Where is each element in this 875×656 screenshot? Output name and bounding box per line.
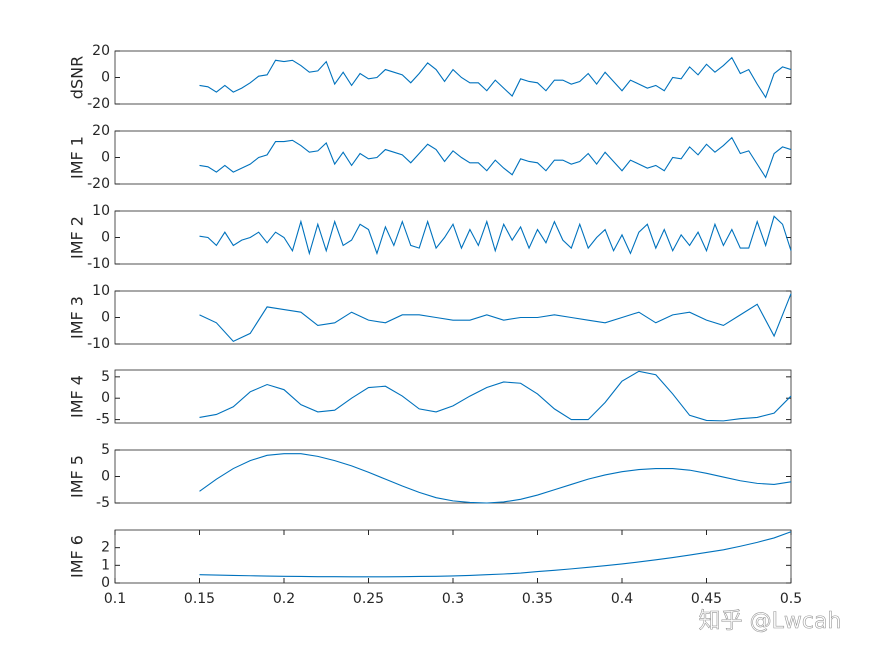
y-tick-label: 0 xyxy=(101,230,110,246)
x-tick-label: 0.25 xyxy=(353,591,384,607)
axes-box xyxy=(114,369,792,424)
y-axis-label: IMF 2 xyxy=(68,216,87,259)
y-tick-label: -20 xyxy=(87,176,110,192)
y-tick-label: 10 xyxy=(92,203,110,219)
y-tick-label: 0 xyxy=(101,70,110,86)
y-tick-label: 5 xyxy=(101,442,110,458)
y-tick-label: 0 xyxy=(101,150,110,166)
data-line xyxy=(199,136,792,179)
data-line xyxy=(199,370,792,422)
y-tick-label: -10 xyxy=(87,336,110,352)
y-tick-label: -20 xyxy=(87,96,110,112)
y-axis-label: dSNR xyxy=(68,56,87,99)
y-axis-label: IMF 3 xyxy=(68,296,87,339)
y-tick-label: 20 xyxy=(92,43,110,59)
axes-box xyxy=(114,290,792,345)
x-tick-label: 0.4 xyxy=(611,591,633,607)
watermark: 知乎 @Lwcah xyxy=(699,609,842,634)
x-tick-label: 0.3 xyxy=(442,591,464,607)
axes-box xyxy=(114,130,792,185)
data-line xyxy=(199,293,792,343)
x-tick-label: 0.2 xyxy=(273,591,295,607)
y-tick-label: 20 xyxy=(92,123,110,139)
y-tick-label: 0 xyxy=(101,575,110,591)
data-line xyxy=(199,56,792,99)
y-tick-label: 1 xyxy=(101,557,110,573)
y-tick-label: 0 xyxy=(101,469,110,485)
x-tick-label: 0.5 xyxy=(780,591,802,607)
y-tick-label: -10 xyxy=(87,256,110,272)
y-tick-label: 5 xyxy=(101,369,110,385)
y-axis-label: IMF 6 xyxy=(68,535,87,578)
axes-box xyxy=(114,210,792,265)
y-tick-label: -5 xyxy=(96,412,110,428)
axes-box xyxy=(114,50,792,105)
data-line xyxy=(199,531,792,578)
y-tick-label: 0 xyxy=(101,390,110,406)
y-tick-label: -5 xyxy=(96,495,110,511)
data-line xyxy=(199,453,792,504)
x-tick-label: 0.45 xyxy=(691,591,722,607)
y-tick-label: 2 xyxy=(101,540,110,556)
x-tick-label: 0.1 xyxy=(104,591,126,607)
y-axis-label: IMF 5 xyxy=(68,455,87,498)
x-tick-label: 0.15 xyxy=(184,591,215,607)
x-tick-label: 0.35 xyxy=(522,591,553,607)
y-axis-label: IMF 1 xyxy=(68,136,87,179)
y-tick-label: 10 xyxy=(92,283,110,299)
axes-box xyxy=(114,449,792,504)
data-line xyxy=(199,215,792,256)
y-tick-label: 0 xyxy=(101,310,110,326)
y-axis-label: IMF 4 xyxy=(68,375,87,418)
